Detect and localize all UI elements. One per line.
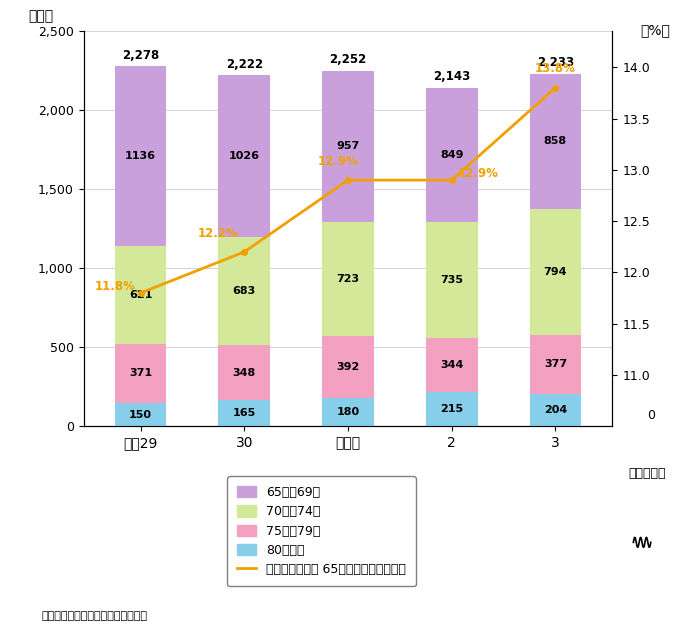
Text: 344: 344 bbox=[440, 361, 464, 370]
Text: 683: 683 bbox=[232, 287, 256, 297]
Text: 2,233: 2,233 bbox=[537, 56, 574, 69]
Text: 1136: 1136 bbox=[125, 151, 156, 161]
Y-axis label: （人）: （人） bbox=[29, 9, 54, 23]
Bar bbox=[322, 222, 374, 336]
Bar bbox=[322, 70, 374, 222]
Text: 年次（年）: 年次（年） bbox=[628, 468, 665, 480]
Bar bbox=[115, 344, 166, 403]
Legend: 65歳～69歳, 70歳～74歳, 75歳～79歳, 80歳以上, 新受刑者のうち 65歳以上のものの割合: 65歳～69歳, 70歳～74歳, 75歳～79歳, 80歳以上, 新受刑者のう… bbox=[227, 476, 416, 586]
Text: 150: 150 bbox=[129, 409, 152, 419]
Text: 12.9%: 12.9% bbox=[457, 167, 498, 180]
Text: 723: 723 bbox=[336, 274, 360, 284]
Bar bbox=[426, 338, 477, 393]
Bar bbox=[115, 403, 166, 426]
Text: 348: 348 bbox=[232, 368, 256, 378]
Text: 2,252: 2,252 bbox=[329, 53, 367, 66]
Text: 204: 204 bbox=[544, 405, 567, 415]
Text: 858: 858 bbox=[544, 136, 567, 146]
Bar bbox=[219, 75, 270, 238]
Text: 371: 371 bbox=[129, 368, 152, 378]
Bar bbox=[530, 394, 581, 426]
Bar bbox=[219, 238, 270, 345]
Text: 12.9%: 12.9% bbox=[317, 155, 358, 168]
Text: 2,278: 2,278 bbox=[122, 49, 159, 62]
Text: 注　法務省・矯正統計年報による。: 注 法務省・矯正統計年報による。 bbox=[42, 611, 148, 621]
Bar bbox=[530, 73, 581, 209]
Text: 165: 165 bbox=[232, 408, 256, 418]
Text: 2,143: 2,143 bbox=[433, 70, 470, 83]
Bar bbox=[426, 88, 477, 222]
Text: 2,222: 2,222 bbox=[226, 58, 263, 71]
Text: 957: 957 bbox=[336, 141, 360, 151]
Text: 392: 392 bbox=[336, 362, 360, 372]
Text: 0: 0 bbox=[647, 409, 655, 423]
Bar bbox=[219, 400, 270, 426]
Y-axis label: （%）: （%） bbox=[640, 23, 670, 38]
Bar bbox=[322, 336, 374, 398]
Text: 735: 735 bbox=[440, 275, 464, 285]
Text: 13.8%: 13.8% bbox=[535, 63, 576, 75]
Text: 12.2%: 12.2% bbox=[198, 226, 239, 240]
Text: 849: 849 bbox=[440, 150, 464, 160]
Text: 180: 180 bbox=[336, 407, 360, 417]
Bar bbox=[219, 345, 270, 400]
Text: 794: 794 bbox=[544, 267, 567, 277]
Bar bbox=[322, 398, 374, 426]
Bar bbox=[426, 222, 477, 338]
Bar bbox=[115, 246, 166, 344]
Bar bbox=[530, 335, 581, 394]
Bar bbox=[530, 209, 581, 335]
Text: 1026: 1026 bbox=[229, 151, 260, 161]
Text: 621: 621 bbox=[129, 290, 152, 300]
Bar bbox=[115, 66, 166, 246]
Bar bbox=[426, 393, 477, 426]
Text: 215: 215 bbox=[440, 404, 464, 414]
Text: 377: 377 bbox=[544, 359, 567, 369]
Text: 11.8%: 11.8% bbox=[94, 280, 135, 293]
